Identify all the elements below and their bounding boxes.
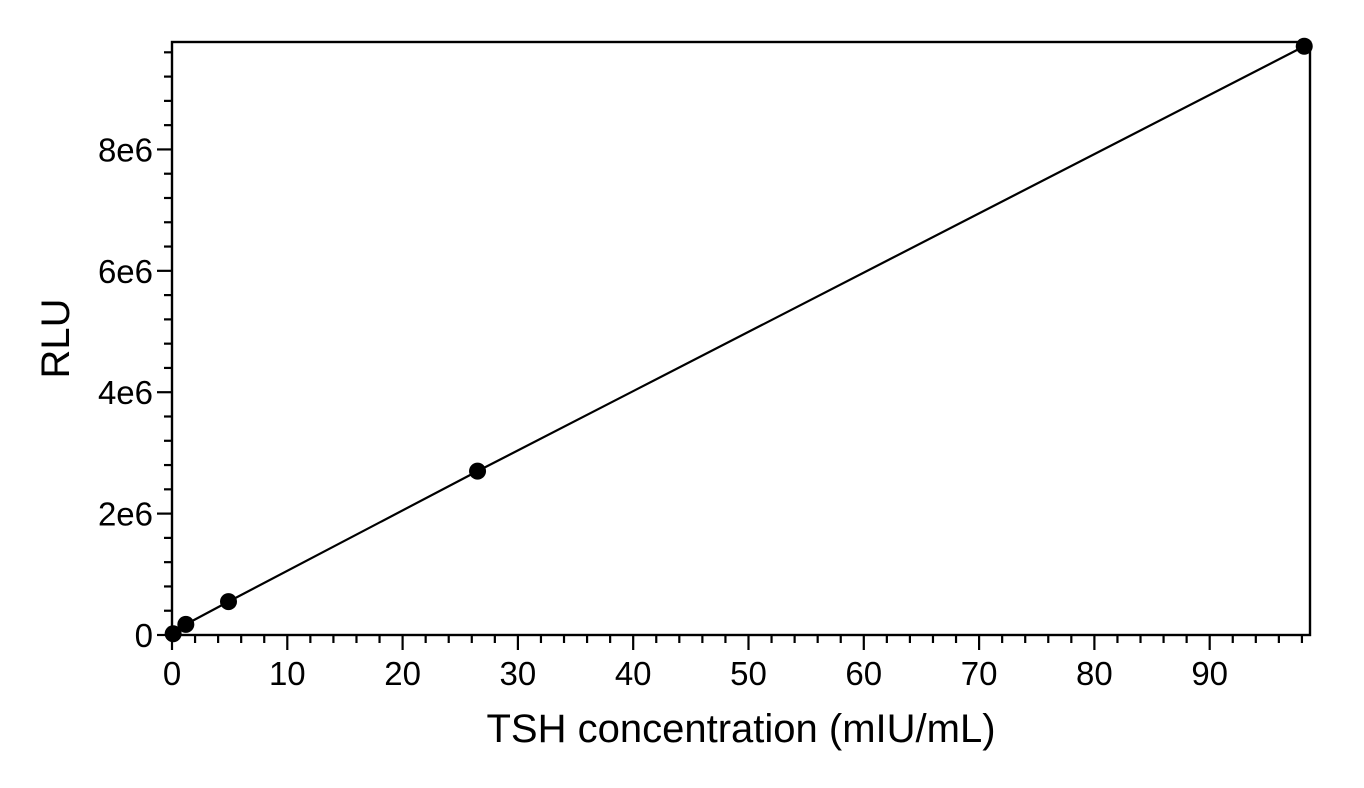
y-tick-label: 2e6 [98,496,153,533]
y-tick-label: 6e6 [98,253,153,290]
data-series-layer [164,37,1313,643]
x-axis-title: TSH concentration (mIU/mL) [486,707,995,751]
x-tick-label: 70 [961,655,998,692]
data-point [164,625,182,643]
y-tick-label: 8e6 [98,131,153,168]
plot-frame [170,40,1312,637]
data-point [1295,37,1313,55]
y-tick-label: 4e6 [98,374,153,411]
x-tick-label: 40 [615,655,652,692]
calibration-line [172,45,1305,635]
axis-tick-labels-layer: 0 10 20 30 40 50 60 70 80 90 0 2e6 4e6 6e6 8e6 [98,131,1228,692]
plot-frame-layer [170,40,1312,637]
x-tick-label: 60 [845,655,882,692]
x-tick-label: 50 [730,655,767,692]
y-axis-title: RLU [34,298,78,378]
data-point [177,615,195,633]
data-point [469,462,487,480]
x-tick-label: 90 [1191,655,1228,692]
x-tick-label: 30 [500,655,537,692]
axis-ticks-layer [157,51,1304,650]
x-tick-label: 80 [1076,655,1113,692]
data-point [219,593,237,611]
x-tick-label: 10 [269,655,306,692]
y-tick-label: 0 [135,617,153,654]
x-tick-label: 0 [163,655,181,692]
x-tick-label: 20 [384,655,421,692]
